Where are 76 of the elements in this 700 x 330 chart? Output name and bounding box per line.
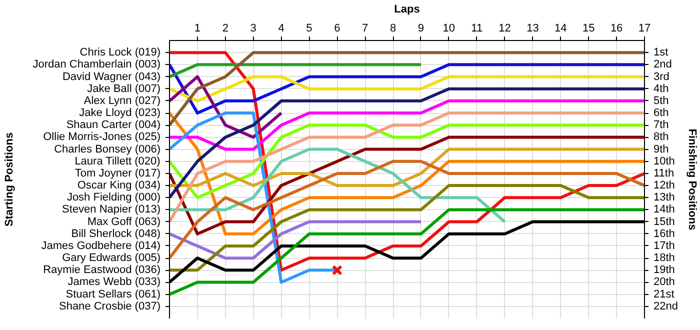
y-tick-label: 22nd xyxy=(654,300,678,312)
x-tick-label: 3 xyxy=(250,22,256,34)
line-series xyxy=(170,208,644,296)
y-tick-label: 11th xyxy=(654,167,674,180)
text: Jake Ball (007) xyxy=(87,82,161,95)
text: Bill Sherlock (048) xyxy=(71,228,161,240)
y-tick-label: 1st xyxy=(654,46,668,59)
x-tick-label: 8 xyxy=(390,22,396,34)
x-tick-label: 11 xyxy=(471,22,483,34)
line-series xyxy=(170,63,644,115)
y-tick-label: 3rd xyxy=(654,70,670,83)
text: Chris Lock (019) xyxy=(80,46,161,59)
line-series xyxy=(170,87,644,200)
text: Jake Lloyd (023) xyxy=(79,107,161,120)
text: Raymie Eastwood (036) xyxy=(43,264,161,276)
text: James Godbehere (014) xyxy=(41,240,160,252)
y-tick-label: 4th xyxy=(654,82,669,95)
x-tick-label: 12 xyxy=(498,22,511,34)
y-tick-label: 9th xyxy=(654,143,669,156)
y-tick-label: 7th xyxy=(654,119,669,132)
y-tick-label: 20th xyxy=(654,276,675,288)
line-series xyxy=(170,220,422,260)
x-tick-label: 1 xyxy=(194,22,201,34)
text: Laura Tillett (020) xyxy=(74,155,160,168)
x-tick-label: 13 xyxy=(526,22,539,34)
x-tick-label: 10 xyxy=(442,22,456,34)
x-tick-label: 16 xyxy=(610,22,623,34)
y-tick-label: 12th xyxy=(654,180,675,192)
y-tick-label: 15th xyxy=(654,216,675,228)
x-tick-label: 2 xyxy=(222,22,228,34)
line-series xyxy=(170,136,644,236)
x-tick-label: 6 xyxy=(334,22,340,34)
y-axis-title: Finishing Positions xyxy=(686,128,698,230)
line-series xyxy=(170,75,283,139)
text: Stuart Sellars (061) xyxy=(66,288,161,300)
text: Gary Edwards (005) xyxy=(62,252,161,264)
y-tick-label: 6th xyxy=(654,107,669,120)
x-tick-label: 4 xyxy=(278,22,284,34)
text: Alex Lynn (027) xyxy=(84,94,161,107)
line-series xyxy=(170,124,644,200)
y-tick-label: 16th xyxy=(654,228,675,240)
x-tick-label: 15 xyxy=(582,22,595,34)
line-series xyxy=(170,184,644,272)
text: Shaun Carter (004) xyxy=(66,119,161,132)
y-tick-label: 21st xyxy=(654,288,674,300)
y-tick-label: 5th xyxy=(654,94,669,107)
y-tick-label: 17th xyxy=(654,240,675,252)
x-axis-title: Laps xyxy=(394,4,420,16)
line-series xyxy=(170,51,644,127)
text: Max Goff (063) xyxy=(87,216,161,228)
y-tick-label: 10th xyxy=(654,155,675,168)
y-tick-label: 14th xyxy=(654,204,675,216)
text: Josh Fielding (000) xyxy=(66,192,161,204)
text: Ollie Morris-Jones (025) xyxy=(43,131,161,144)
text: Oscar King (034) xyxy=(77,180,161,192)
y-tick-label: 19th xyxy=(654,264,675,276)
y-tick-label: 13th xyxy=(654,192,675,204)
x-tick-label: 9 xyxy=(418,22,424,34)
x-tick-label: 14 xyxy=(554,22,567,34)
text: Tom Joyner (017) xyxy=(74,167,161,180)
x-tick-label: 17 xyxy=(638,22,651,34)
text: David Wagner (043) xyxy=(62,70,161,83)
line-series xyxy=(170,148,506,224)
text: Starting Positions xyxy=(4,132,16,227)
x-tick-label: 7 xyxy=(362,22,368,34)
text: James Webb (033) xyxy=(68,276,161,288)
text: Charles Bonsey (006) xyxy=(54,143,161,156)
text: Shane Crosbie (037) xyxy=(58,300,161,312)
text: Steven Napier (013) xyxy=(62,204,161,216)
y-tick-label: 18th xyxy=(654,252,675,264)
y-tick-label: 8th xyxy=(654,131,669,144)
line-series xyxy=(170,99,644,151)
y-tick-label: 2nd xyxy=(654,58,672,71)
line-series xyxy=(170,160,644,260)
text: Jordan Chamberlain (003) xyxy=(32,58,161,71)
x-tick-label: 5 xyxy=(306,22,312,34)
